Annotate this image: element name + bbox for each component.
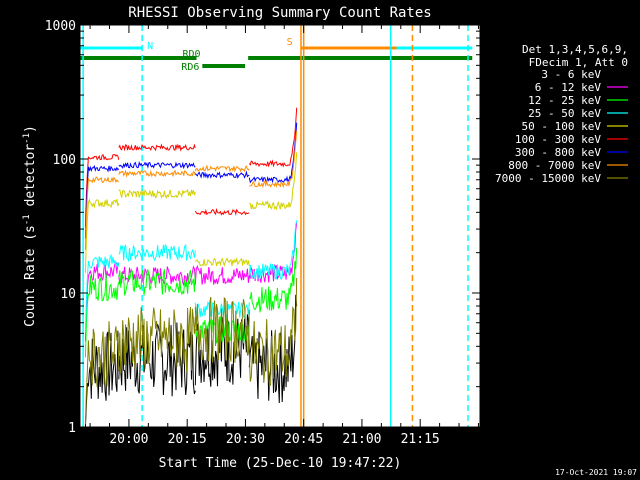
- flag-s-label: S: [287, 37, 293, 48]
- x-ticks-layer: 20:00 20:15 20:30 20:45 21:00 21:15: [89, 25, 479, 447]
- series-line-6-12-kev: [84, 222, 298, 342]
- legend-label-12-25-kev: 12 - 25 keV: [528, 94, 601, 107]
- y-axis-label-sup1: -1: [22, 214, 32, 225]
- series-line-12-25-kev: [84, 247, 298, 358]
- legend-label-7000-15000-kev: 7000 - 15000 keV: [495, 172, 601, 185]
- legend-header-line: FDecim 1, Att 0: [529, 56, 628, 69]
- x-tick-label: 20:30: [226, 432, 265, 447]
- legend: Det 1,3,4,5,6,9,FDecim 1, Att 03 - 6 keV…: [495, 43, 628, 185]
- flag-rd6-label: RD6: [181, 62, 199, 73]
- vertical-lines-layer: [82, 25, 469, 427]
- footer-date: 17-Oct-2021 19:07: [555, 468, 637, 477]
- y-axis-label-end: ): [23, 125, 38, 133]
- y-axis-label-mid: detector: [23, 144, 38, 215]
- y-tick-label: 100: [53, 153, 76, 168]
- chart-title: RHESSI Observing Summary Count Rates: [128, 5, 431, 21]
- y-axis-label: Count Rate (s-1 detector-1): [22, 125, 38, 327]
- x-tick-label: 20:45: [284, 432, 323, 447]
- series-line-7000-15000-kev: [84, 277, 298, 425]
- legend-label-800-7000-kev: 800 - 7000 keV: [508, 159, 601, 172]
- legend-label-300-800-kev: 300 - 800 keV: [515, 146, 601, 159]
- y-axis-label-main: Count Rate (s: [23, 225, 38, 327]
- y-tick-label: 1: [68, 421, 76, 436]
- y-tick-label: 10: [60, 287, 76, 302]
- legend-label-25-50-kev: 25 - 50 keV: [528, 107, 601, 120]
- series-line-50-100-kev: [84, 152, 298, 274]
- y-ticks-layer: 1 10 100 1000: [45, 19, 480, 436]
- legend-label-100-300-kev: 100 - 300 keV: [515, 133, 601, 146]
- legend-label-3-6-kev: 3 - 6 keV: [541, 68, 601, 81]
- series-line-300-800-kev: [84, 122, 298, 239]
- flag-n-label: N: [147, 41, 153, 52]
- legend-header-line: Det 1,3,4,5,6,9,: [522, 43, 628, 56]
- x-axis-label: Start Time (25-Dec-10 19:47:22): [159, 456, 402, 471]
- legend-label-6-12-kev: 6 - 12 keV: [535, 81, 602, 94]
- series-line-25-50-kev: [84, 220, 298, 333]
- x-tick-label: 21:15: [401, 432, 440, 447]
- x-tick-label: 20:00: [109, 432, 148, 447]
- flag-rd0-label: RD0: [182, 49, 200, 60]
- series-layer: [84, 107, 298, 428]
- series-line-100-300-kev: [84, 107, 298, 228]
- series-line-800-7000-kev: [84, 130, 298, 250]
- x-tick-label: 20:15: [168, 432, 207, 447]
- y-tick-label: 1000: [45, 19, 76, 34]
- plot-frame: [79, 24, 481, 428]
- legend-label-50-100-kev: 50 - 100 keV: [522, 120, 602, 133]
- flags-layer: N S RD0 RD6: [80, 37, 473, 73]
- y-axis-label-sup2: -1: [22, 133, 32, 144]
- x-tick-label: 21:00: [342, 432, 381, 447]
